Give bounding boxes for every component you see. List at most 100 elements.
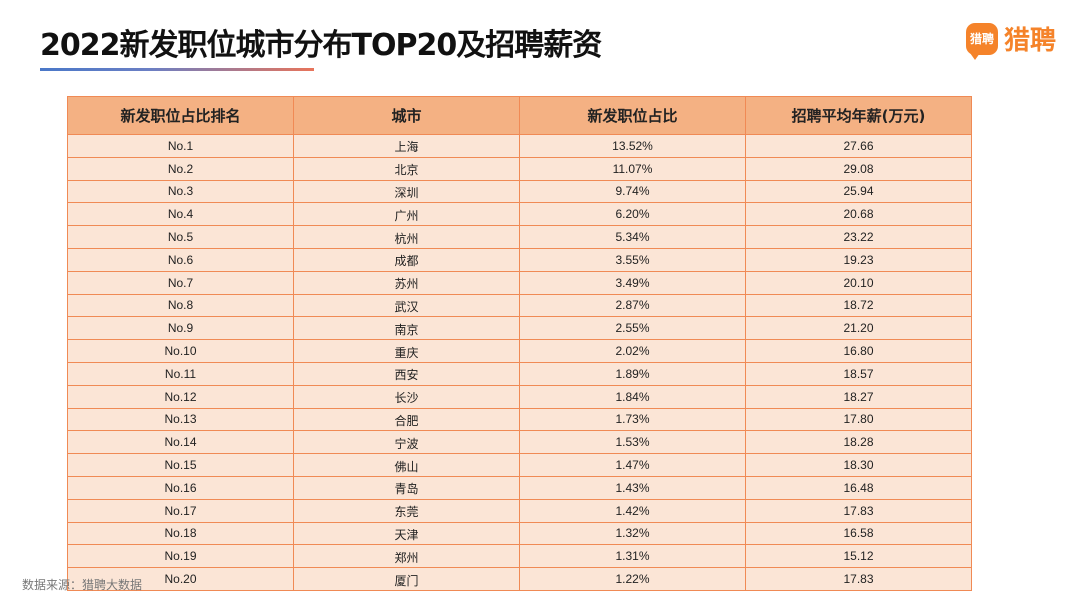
cell-rank: No.17 (67, 498, 294, 523)
cell-salary: 20.10 (745, 270, 972, 295)
table-row: No.5 杭州 5.34% 23.22 (67, 225, 972, 249)
cell-rank: No.7 (67, 270, 294, 295)
cell-city: 武汉 (293, 293, 520, 318)
cell-salary: 17.83 (745, 498, 972, 523)
table-row: No.13 合肥 1.73% 17.80 (67, 407, 972, 432)
cell-salary: 23.22 (745, 225, 972, 249)
cell-rank: No.11 (67, 361, 294, 386)
header-share: 新发职位占比 (519, 96, 746, 135)
cell-share: 1.32% (519, 521, 746, 546)
cell-share: 5.34% (519, 225, 746, 249)
cell-city: 郑州 (293, 544, 520, 569)
cell-share: 1.22% (519, 567, 746, 591)
cell-rank: No.10 (67, 339, 294, 363)
table-row: No.14 宁波 1.53% 18.28 (67, 430, 972, 455)
table-row: No.4 广州 6.20% 20.68 (67, 202, 972, 227)
cell-city: 天津 (293, 521, 520, 546)
cell-rank: No.13 (67, 407, 294, 432)
cell-rank: No.2 (67, 156, 294, 181)
cell-share: 13.52% (519, 134, 746, 158)
cell-share: 2.02% (519, 339, 746, 363)
cell-city: 西安 (293, 361, 520, 386)
data-source-note: 数据来源：猎聘大数据 (22, 578, 143, 592)
cell-share: 11.07% (519, 156, 746, 181)
cell-city: 青岛 (293, 475, 520, 500)
cell-share: 1.84% (519, 384, 746, 409)
cell-city: 北京 (293, 156, 520, 181)
cell-rank: No.6 (67, 247, 294, 272)
cell-salary: 27.66 (745, 134, 972, 158)
cell-city: 重庆 (293, 339, 520, 363)
cell-salary: 16.48 (745, 475, 972, 500)
cell-rank: No.5 (67, 225, 294, 249)
table-row: No.7 苏州 3.49% 20.10 (67, 270, 972, 295)
cell-share: 9.74% (519, 179, 746, 204)
cell-share: 2.55% (519, 316, 746, 341)
table-row: No.15 佛山 1.47% 18.30 (67, 453, 972, 477)
table-row: No.19 郑州 1.31% 15.12 (67, 544, 972, 569)
cell-share: 1.73% (519, 407, 746, 432)
logo-badge-icon: 猎聘 (965, 22, 998, 60)
page-title: 2022新发职位城市分布TOP20及招聘薪资 (40, 28, 602, 63)
cell-rank: No.19 (67, 544, 294, 569)
cell-rank: No.18 (67, 521, 294, 546)
table-row: No.11 西安 1.89% 18.57 (67, 361, 972, 386)
cell-salary: 17.80 (745, 407, 972, 432)
cell-share: 1.43% (519, 475, 746, 500)
cell-city: 长沙 (293, 384, 520, 409)
cell-share: 6.20% (519, 202, 746, 227)
cell-city: 南京 (293, 316, 520, 341)
cell-salary: 25.94 (745, 179, 972, 204)
table-row: No.18 天津 1.32% 16.58 (67, 521, 972, 546)
cell-salary: 17.83 (745, 567, 972, 591)
cell-rank: No.1 (67, 134, 294, 158)
cell-city: 合肥 (293, 407, 520, 432)
cell-city: 成都 (293, 247, 520, 272)
cell-salary: 20.68 (745, 202, 972, 227)
header-salary: 招聘平均年薪(万元) (745, 96, 972, 135)
cell-rank: No.20 (67, 567, 294, 591)
cell-rank: No.15 (67, 453, 294, 477)
table-row: No.10 重庆 2.02% 16.80 (67, 339, 972, 363)
table-row: No.16 青岛 1.43% 16.48 (67, 475, 972, 500)
table-row: No.20 厦门 1.22% 17.83 (67, 567, 972, 591)
cell-salary: 19.23 (745, 247, 972, 272)
cell-share: 1.89% (519, 361, 746, 386)
table-row: No.3 深圳 9.74% 25.94 (67, 179, 972, 204)
table-header-row: 新发职位占比排名 城市 新发职位占比 招聘平均年薪(万元) (67, 96, 972, 135)
table-row: No.2 北京 11.07% 29.08 (67, 156, 972, 181)
cell-salary: 16.58 (745, 521, 972, 546)
cell-share: 2.87% (519, 293, 746, 318)
table-row: No.6 成都 3.55% 19.23 (67, 247, 972, 272)
table-row: No.17 东莞 1.42% 17.83 (67, 498, 972, 523)
cell-share: 1.53% (519, 430, 746, 455)
cell-share: 1.47% (519, 453, 746, 477)
cell-city: 厦门 (293, 567, 520, 591)
cell-rank: No.4 (67, 202, 294, 227)
cell-city: 杭州 (293, 225, 520, 249)
cell-share: 1.42% (519, 498, 746, 523)
table-row: No.1 上海 13.52% 27.66 (67, 134, 972, 158)
cell-city: 上海 (293, 134, 520, 158)
title-underline (40, 68, 314, 71)
cell-salary: 18.28 (745, 430, 972, 455)
liepin-logo: 猎聘 猎聘 (965, 20, 1056, 60)
header-city: 城市 (293, 96, 520, 135)
table-body: No.1 上海 13.52% 27.66 No.2 北京 11.07% 29.08 No.3 深圳… (67, 134, 972, 591)
cell-salary: 18.27 (745, 384, 972, 409)
cell-rank: No.14 (67, 430, 294, 455)
cell-share: 1.31% (519, 544, 746, 569)
cell-rank: No.16 (67, 475, 294, 500)
cell-rank: No.8 (67, 293, 294, 318)
cell-city: 苏州 (293, 270, 520, 295)
city-job-table: 新发职位占比排名 城市 新发职位占比 招聘平均年薪(万元) No.1 上海 13.5… (67, 96, 972, 591)
cell-share: 3.49% (519, 270, 746, 295)
cell-salary: 15.12 (745, 544, 972, 569)
logo-text: 猎聘 (1003, 26, 1056, 56)
cell-city: 广州 (293, 202, 520, 227)
cell-rank: No.9 (67, 316, 294, 341)
cell-salary: 18.30 (745, 453, 972, 477)
cell-salary: 21.20 (745, 316, 972, 341)
table-row: No.9 南京 2.55% 21.20 (67, 316, 972, 341)
cell-salary: 18.57 (745, 361, 972, 386)
